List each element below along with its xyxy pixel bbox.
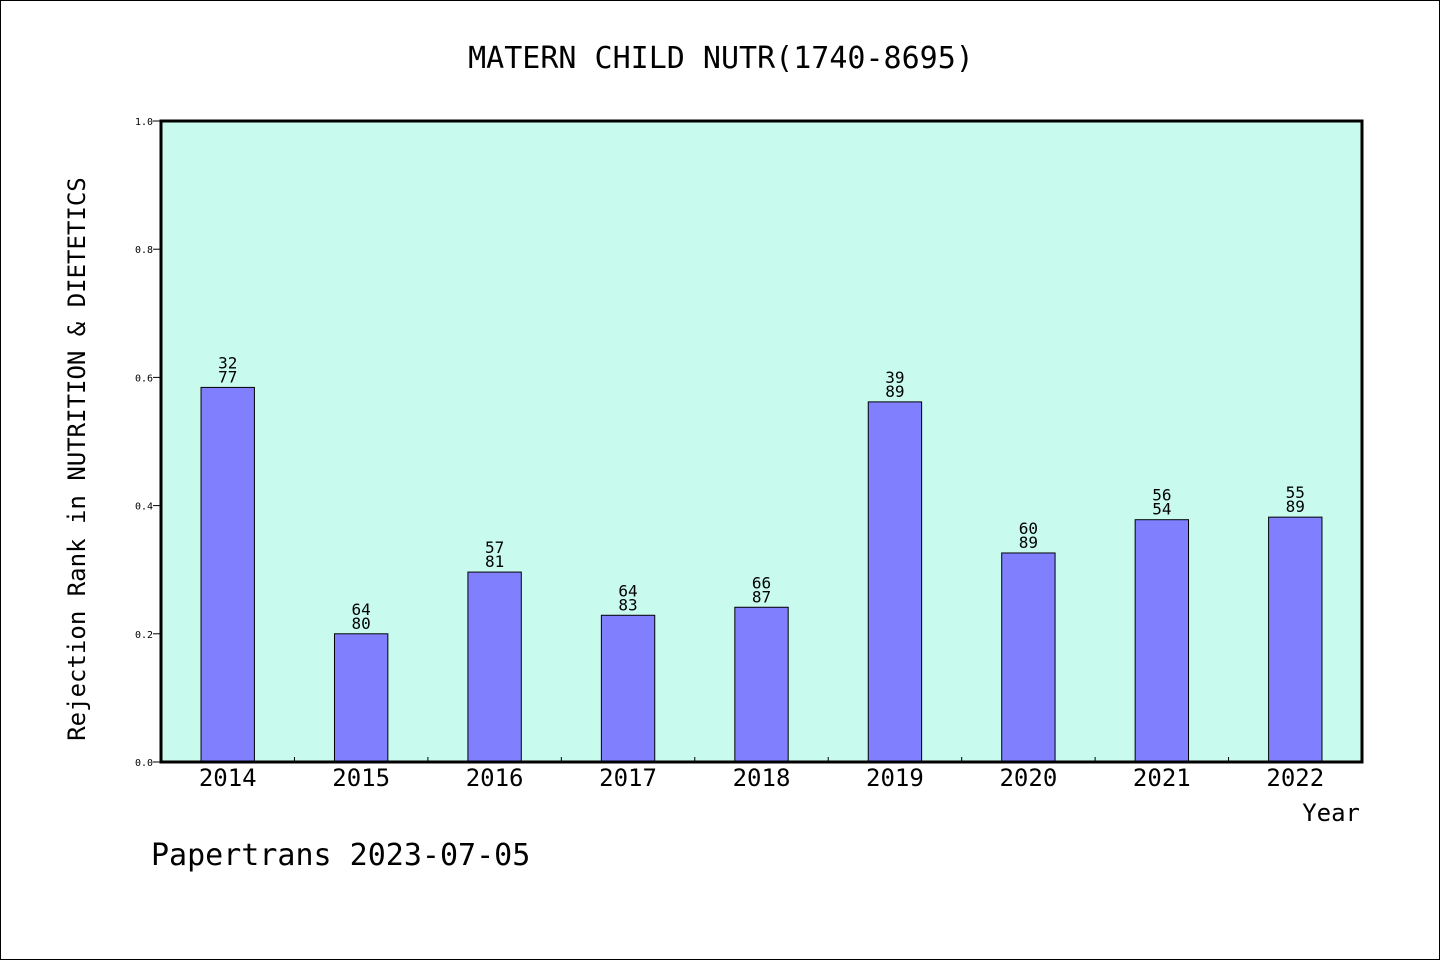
bar-label: 89 [1019,533,1038,552]
bar-label: 77 [218,367,237,386]
y-tick-label: 0.4 [135,502,153,513]
x-tick-label: 2022 [1266,764,1324,792]
bar-2014 [200,386,255,763]
bar-2022 [1268,516,1323,763]
x-tick-label: 2015 [332,764,390,792]
x-tick-label: 2019 [866,764,924,792]
bar-label: 54 [1152,500,1171,519]
y-axis: 0.0 0.2 0.4 0.6 0.8 1.0 [135,117,161,769]
y-axis-label: Rejection Rank in NUTRITION & DIETETICS [63,177,91,741]
x-axis-label: Year [1302,799,1360,827]
bar-label: 87 [752,587,771,606]
y-tick-label: 0.8 [135,245,153,256]
bar-label: 57 [485,538,504,557]
bar-label: 81 [485,552,504,571]
bar-2015 [333,633,389,763]
y-tick-label: 0.6 [135,373,153,384]
bar-label: 32 [218,353,237,372]
bar-label: 64 [618,581,637,600]
bar-label: 39 [885,368,904,387]
x-tick-label: 2017 [599,764,657,792]
x-tick-label: 2021 [1133,764,1191,792]
bar-label: 89 [1286,497,1305,516]
bar-2017 [600,614,656,763]
y-tick-label: 0.0 [135,758,153,769]
bar-2019 [867,401,923,763]
y-tick-label: 1.0 [135,117,153,128]
x-tick-label: 2018 [733,764,791,792]
y-tick-label: 0.2 [135,630,153,641]
x-tick-label: 2016 [466,764,524,792]
bar-label: 60 [1019,519,1038,538]
bar-label: 89 [885,382,904,401]
bars [200,386,1323,763]
bar-label: 66 [752,573,771,592]
x-tick-label: 2014 [199,764,257,792]
plot-border [159,119,1364,764]
bar-label: 55 [1286,483,1305,502]
bar-label: 83 [618,595,637,614]
bar-2016 [467,571,522,763]
bar-2020 [1001,552,1056,763]
bar-label: 64 [352,600,371,619]
bar-label: 56 [1152,486,1171,505]
x-axis: 2014 2015 2016 2017 2018 2019 2020 2021 2022 [199,757,1324,792]
bar-2018 [734,606,789,763]
bar-label: 80 [352,614,371,633]
bar-2021 [1134,519,1190,763]
footer-credit: Papertrans 2023-07-05 [151,838,530,873]
x-tick-label: 2020 [999,764,1057,792]
chart-title: MATERN CHILD NUTR(1740-8695) [468,41,974,76]
